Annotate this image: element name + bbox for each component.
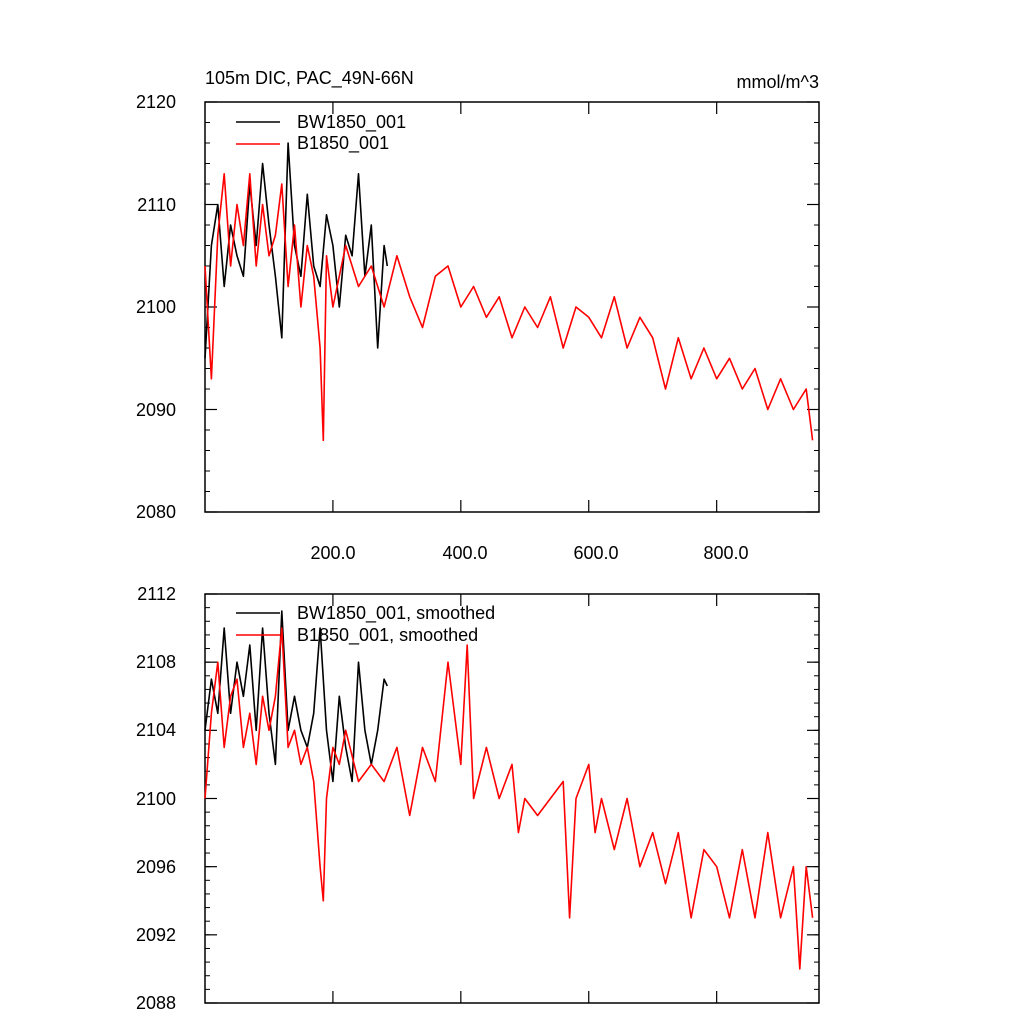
plot-frame bbox=[204, 593, 820, 1004]
y-minor-ticks bbox=[205, 101, 819, 513]
series-line-b1850-001-smoothed bbox=[204, 627, 814, 970]
legend-label-bw: BW1850_001 bbox=[297, 112, 406, 133]
bottom-panel: BW1850_001, smoothed B1850_001, smoothed… bbox=[136, 584, 820, 1013]
y-tick-label: 2104 bbox=[136, 720, 176, 740]
legend-label-b-smoothed: B1850_001, smoothed bbox=[297, 625, 478, 646]
top-panel: 105m DIC, PAC_49N-66N mmol/m^3 BW1850_00… bbox=[136, 68, 820, 563]
y-tick-label: 2120 bbox=[136, 92, 176, 112]
y-major-ticks bbox=[205, 593, 819, 1004]
x-ticks bbox=[332, 594, 718, 1003]
series-line-b1850-001 bbox=[204, 173, 814, 442]
legend: BW1850_001, smoothed B1850_001, smoothed bbox=[236, 603, 495, 646]
series-group bbox=[204, 610, 814, 970]
series-group bbox=[204, 142, 814, 442]
y-major-ticks bbox=[205, 101, 819, 513]
y-tick-label: 2096 bbox=[136, 857, 176, 877]
y-tick-label: 2112 bbox=[137, 584, 176, 604]
legend-label-bw-smoothed: BW1850_001, smoothed bbox=[297, 603, 495, 624]
chart-title: 105m DIC, PAC_49N-66N bbox=[205, 68, 414, 89]
x-tick-label: 400.0 bbox=[442, 543, 487, 563]
y-minor-ticks bbox=[205, 593, 819, 1004]
y-tick-label: 2088 bbox=[136, 993, 176, 1013]
x-tick-label: 800.0 bbox=[703, 543, 748, 563]
y-tick-label: 2092 bbox=[136, 925, 176, 945]
legend-label-b: B1850_001 bbox=[297, 133, 389, 154]
x-tick-label: 200.0 bbox=[310, 543, 355, 563]
plot-frame bbox=[204, 101, 820, 513]
y-tick-label: 2110 bbox=[137, 195, 176, 215]
y-tick-label: 2108 bbox=[136, 652, 176, 672]
x-ticks bbox=[332, 102, 718, 512]
y-tick-label: 2100 bbox=[136, 789, 176, 809]
y-tick-label: 2100 bbox=[136, 297, 176, 317]
legend: BW1850_001 B1850_001 bbox=[236, 112, 406, 154]
y-tick-label: 2090 bbox=[136, 400, 176, 420]
y-tick-label: 2080 bbox=[136, 502, 176, 522]
series-line-bw1850-001-smoothed bbox=[204, 610, 389, 783]
units-label: mmol/m^3 bbox=[737, 72, 819, 92]
x-tick-label: 600.0 bbox=[573, 543, 618, 563]
